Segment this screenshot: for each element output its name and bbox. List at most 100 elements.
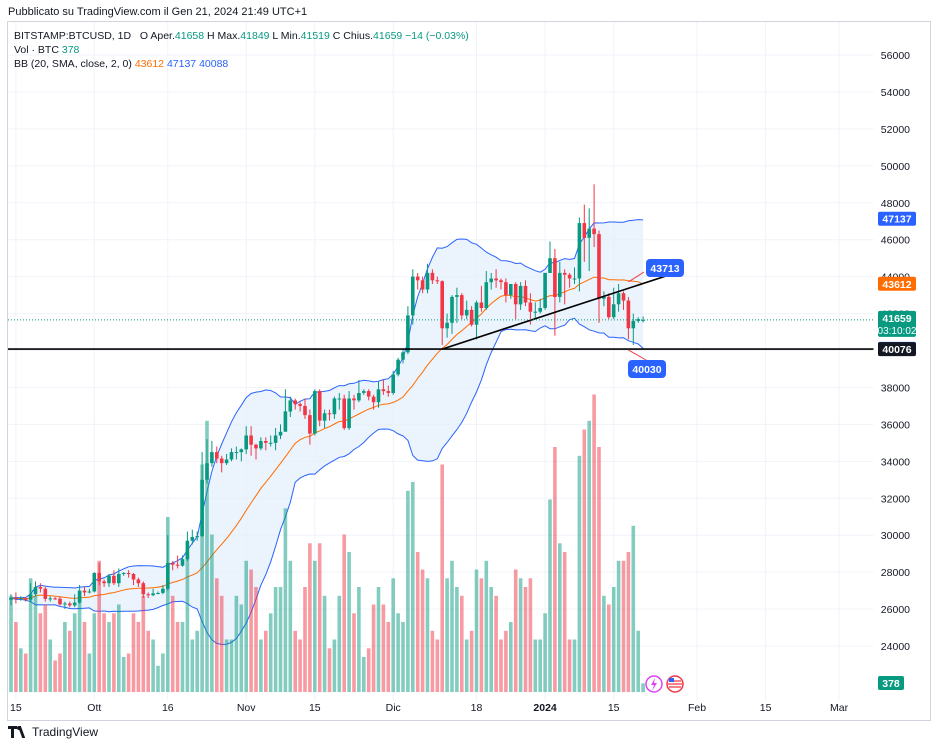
candle-body [411,276,415,316]
volume-bar [401,622,405,692]
volume-bar [543,613,547,693]
volume-bar [513,569,518,692]
candle-body [538,308,542,312]
tradingview-logo-icon [8,726,28,738]
candle-body [631,320,636,329]
volume-bar [440,464,444,692]
candle-body [611,304,616,318]
legend-change: −14 (−0.03%) [405,30,469,42]
legend-symbol[interactable]: BITSTAMP:BTCUSD, 1D [14,30,132,42]
time-tick-label: 16 [162,702,174,714]
candle-body [92,573,97,592]
legend-high-label: H [207,30,215,42]
legend-bb-basis: 43612 [134,58,165,70]
candle-body [249,435,253,445]
candle-body [14,598,18,599]
candle-body [562,272,567,275]
volume-bar [268,613,273,693]
footer[interactable]: TradingView [8,725,98,739]
volume-bar [254,587,258,692]
annotation-low-label: 40030 [632,364,661,376]
candle-body [205,463,209,480]
volume-bar [185,552,190,692]
candle-body [72,602,77,606]
candle-body [141,583,146,595]
candle-body [308,415,312,434]
volume-bar [303,587,307,692]
candle-body [126,573,131,574]
candle-body [523,285,528,303]
volume-bar [572,639,577,692]
volume-bar [244,560,248,693]
volume-bar [504,630,508,692]
volume-bar [249,569,253,692]
candle-body [151,593,155,596]
volume-bar [219,595,224,693]
candle-body [558,272,562,297]
volume-bar [445,578,449,693]
candle-body [107,575,111,584]
candle-body [504,282,508,296]
volume-bar [82,622,87,692]
legend-bb-lower: 40088 [199,58,229,70]
volume-bar [327,648,332,693]
candle-body [430,272,435,281]
candle-body [136,579,141,584]
candle-body [298,404,302,406]
volume-bar [558,543,562,693]
volume-bar [308,543,312,693]
price-tick-label: 24000 [881,641,910,653]
legend-volume[interactable]: Vol · BTC 378 [14,44,79,56]
candle-body [190,537,195,541]
candle-body [268,442,273,444]
volume-bar [117,604,121,692]
volume-bar [415,552,420,692]
candle-body [381,389,386,392]
volume-bar [234,595,239,693]
volume-bar [611,587,616,692]
volume-bar [499,639,503,692]
candle-body [53,598,57,600]
legend-open: 41658 [174,30,205,42]
annotation-high-box [646,259,684,277]
time-tick-label: Dic [386,702,401,714]
candle-body [489,278,493,283]
candle-body [48,598,52,600]
candle-body [479,302,484,308]
legend-bollinger[interactable]: BB (20, SMA, close, 2, 0) 43612 47137 40… [14,58,228,70]
price-tick-label: 28000 [881,567,910,579]
candle-body [112,575,116,584]
candle-body [244,435,248,450]
candle-body [396,359,400,375]
volume-bar [386,622,391,692]
candle-body [607,296,611,318]
candle-body [180,559,185,566]
volume-bar [170,595,175,693]
candle-body [435,280,440,282]
bollinger-basis-line [10,276,644,600]
candle-body [357,393,361,401]
price-tick-label: 38000 [881,382,910,394]
candle-body [317,391,322,421]
volume-bar [371,604,376,692]
candle-body [38,586,43,589]
volume-bar [126,653,131,692]
candle-body [273,435,278,443]
volume-bar [391,578,395,693]
volume-bar [278,587,283,692]
candle-body [200,479,204,537]
volume-bar [602,595,606,693]
candle-body [460,295,464,316]
candle-body [23,598,28,600]
legend-vol-value: 378 [61,44,80,56]
candle-body [259,441,263,449]
volume-bar [97,560,101,693]
volume-bar [14,622,18,692]
bollinger-lower-line [10,317,644,646]
volume-bar [567,639,572,692]
volume-bar [151,639,155,692]
volume-bar [72,613,77,693]
candle-body [572,278,577,280]
plot-area: 43713 40030 [8,22,874,700]
